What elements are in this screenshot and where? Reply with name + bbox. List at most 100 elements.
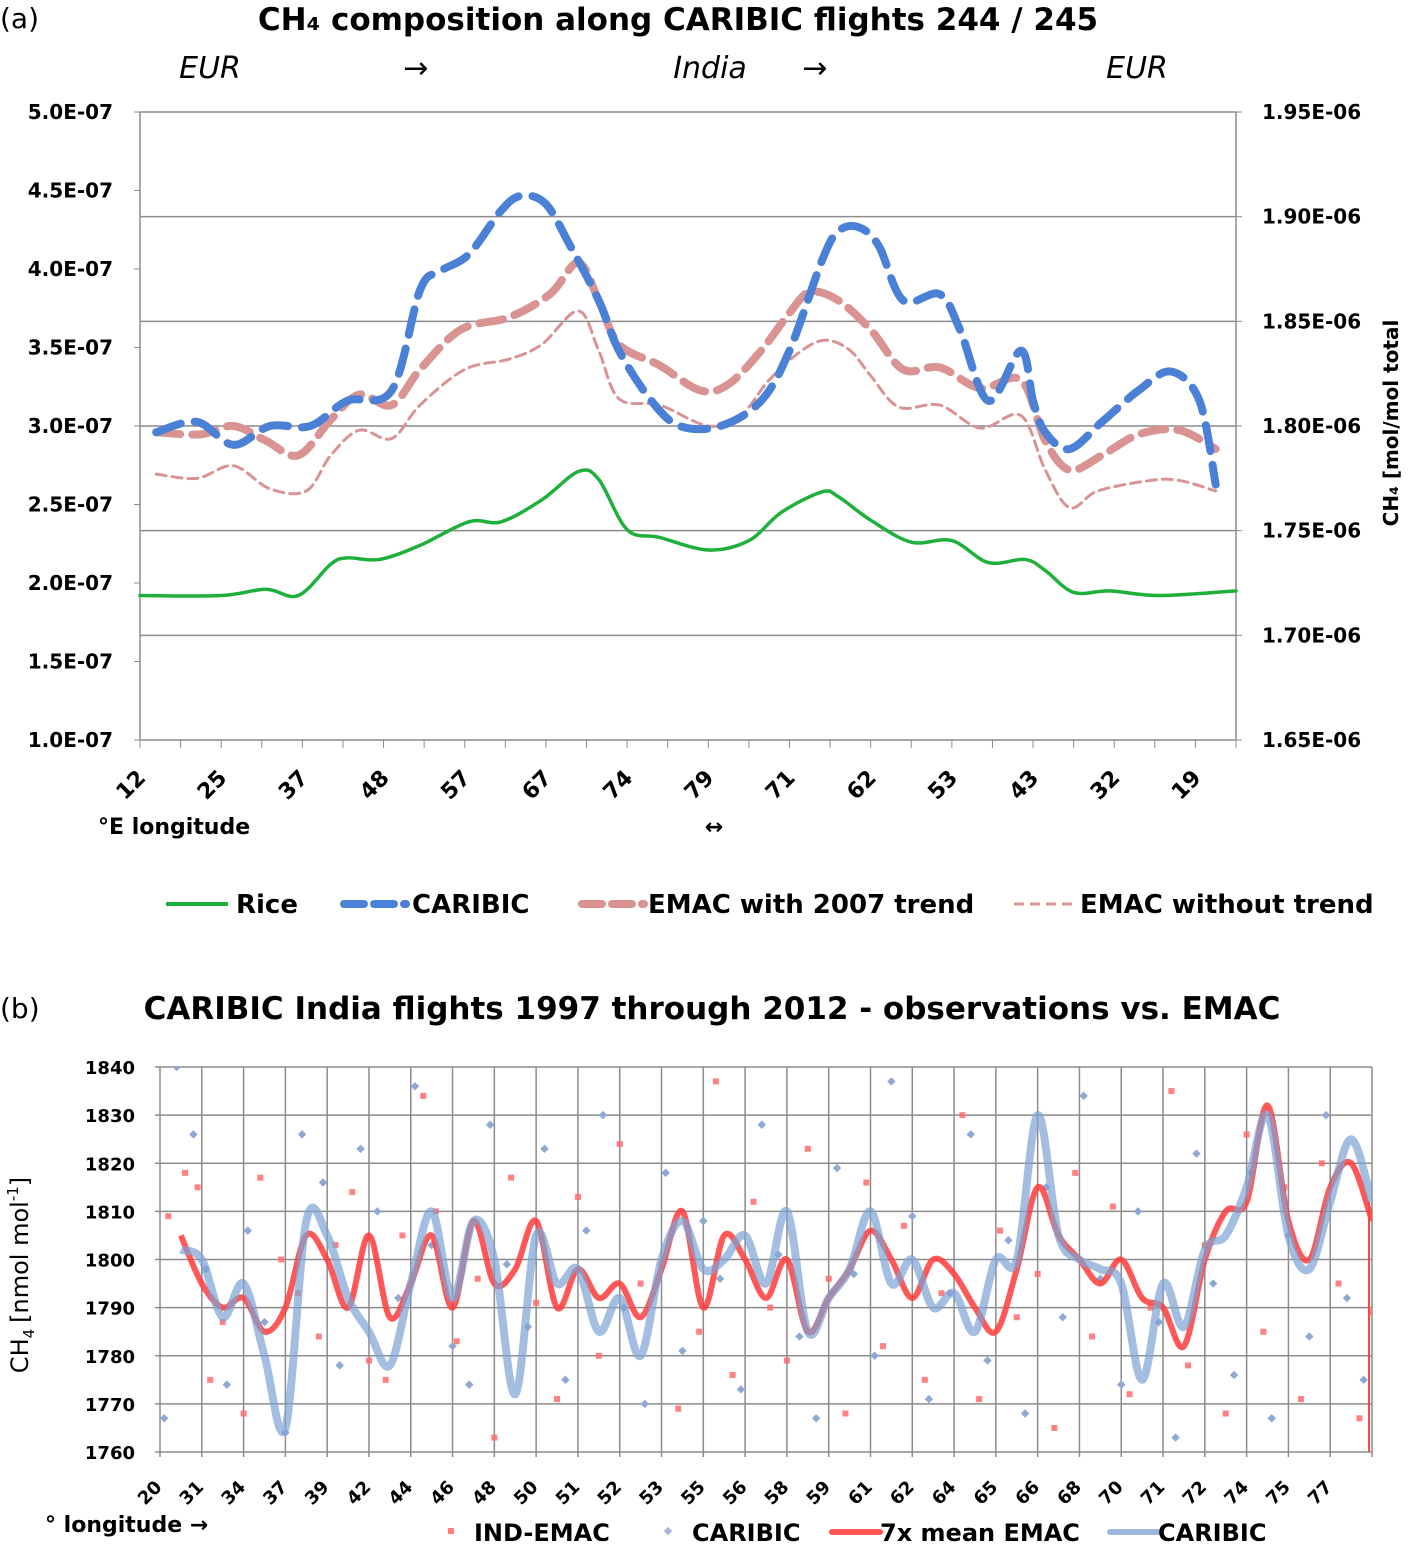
y-tick-label: 1770 [85,1395,135,1416]
caribic-point [811,1414,821,1423]
ind-emac-point [767,1304,774,1311]
legend-caribic-label: CARIBIC [412,890,529,920]
ind-emac-point [1013,1314,1020,1321]
x-tick-label: 56 [719,1477,752,1510]
panel-b-label: (b) [0,992,40,1025]
x-tick-label: 79 [680,766,719,805]
x-tick-label: 20 [134,1477,167,1510]
x-tick-label: 51 [552,1477,585,1510]
caribic-point [1305,1332,1314,1341]
caribic-point [887,1077,896,1086]
ind-emac-point [278,1256,285,1263]
caribic-point [1267,1414,1276,1423]
x-tick-label: 31 [176,1477,209,1510]
ind-emac-point [508,1174,515,1181]
caribic-point [502,1260,512,1269]
emac-trend-line [152,258,1220,475]
caribic-point [373,1207,382,1216]
caribic-point [1079,1091,1088,1101]
ind-emac-point [863,1179,870,1186]
caribic-point [1192,1149,1201,1158]
route-label-eur-end: EUR [1106,51,1168,86]
ind-emac-point [1222,1410,1229,1417]
left-axis-tick-label: 1.5E-07 [28,650,113,674]
right-axis-tick-label: 1.75E-06 [1262,519,1361,543]
caribic-point [356,1144,365,1154]
ind-emac-point [182,1169,189,1176]
ind-emac-point [1369,1309,1372,1316]
route-arrow-2: → [802,51,827,86]
ind-emac-point [240,1410,247,1417]
caribic-point [795,1332,804,1341]
x-tick-label: 55 [677,1477,710,1510]
x-tick-label: 65 [970,1477,1003,1510]
left-axis-tick-label: 3.0E-07 [28,414,113,438]
legend-emac-trend-label: EMAC with 2007 trend [648,890,974,920]
caribic-point [1058,1313,1067,1322]
x-tick-label: 57 [436,766,475,805]
ind-emac-point [783,1357,790,1364]
x-tick-label: 77 [1304,1477,1337,1510]
caribic-point [1359,1375,1368,1385]
ind-emac-point [1335,1280,1342,1287]
panel-b-title: CARIBIC India flights 1997 through 2012 … [144,991,1281,1027]
ind-emac-point [194,1184,201,1191]
legend-rice-label: Rice [236,890,298,920]
caribic-point [1171,1433,1180,1442]
panel-a-right-ylabel: CH₄ [mol/mol total [1379,320,1403,527]
x-tick-label: 68 [1053,1477,1086,1510]
caribic-point [318,1178,328,1187]
ind-emac-point [1126,1391,1133,1398]
caribic-point [1229,1370,1239,1380]
left-axis-tick-label: 4.0E-07 [28,257,113,281]
ind-emac-point [959,1112,966,1119]
ind-emac-point [616,1141,623,1147]
x-tick-label: 58 [761,1477,794,1510]
y-tick-label: 1780 [85,1347,135,1368]
ind-emac-point [453,1338,460,1345]
ind-emac-point [474,1275,481,1282]
caribic-point [598,1110,608,1120]
caribic-point [1321,1110,1331,1120]
caribic-point [832,1163,842,1173]
ind-emac-point [207,1376,214,1383]
left-axis-tick-label: 3.5E-07 [28,336,113,360]
y-tick-label: 1760 [85,1443,135,1464]
right-axis-tick-label: 1.80E-06 [1262,414,1361,438]
caribic-point [260,1317,269,1327]
rice-line [138,468,1238,599]
caribic-point [1020,1409,1030,1418]
x-tick-label: 61 [844,1477,877,1510]
caribic-point [465,1380,474,1389]
ind-emac-point [574,1193,581,1200]
ind-emac-point [729,1372,736,1378]
x-tick-label: 19 [1167,766,1206,805]
x-tick-label: 46 [426,1477,459,1510]
x-tick-label: 48 [355,766,394,805]
ind-emac-point [900,1222,907,1229]
y-tick-label: 1810 [85,1202,135,1223]
emac-mean-line [178,1102,1372,1351]
x-tick-label: 71 [761,766,800,805]
x-tick-label: 74 [1220,1477,1253,1510]
panel-b-plot: 1840 1830 1820 1810 1800 1790 1780 1770 1760 20 31… [85,1058,1373,1510]
caribic-point [640,1399,650,1409]
y-tick-label: 1790 [85,1299,135,1320]
ind-emac-point [921,1376,928,1383]
x-tick-label: 62 [842,766,881,805]
ind-emac-point [257,1174,264,1181]
x-tick-label: 32 [1086,766,1125,805]
caribic-point [485,1120,495,1129]
caribic-point [160,1414,169,1423]
panel-a-legend: Rice CARIBIC EMAC with 2007 trend EMAC w… [166,890,1374,920]
ind-emac-point [712,1078,719,1085]
caribic-point [715,1274,725,1283]
right-axis-tick-label: 1.90E-06 [1262,205,1361,229]
ind-emac-point [491,1434,498,1441]
caribic-point [757,1120,767,1129]
ind-emac-point [1297,1396,1304,1403]
ind-emac-point [1168,1088,1175,1095]
y-tick-label: 1800 [85,1251,135,1272]
x-tick-label: 59 [803,1477,836,1510]
x-tick-label: 71 [1137,1477,1170,1510]
